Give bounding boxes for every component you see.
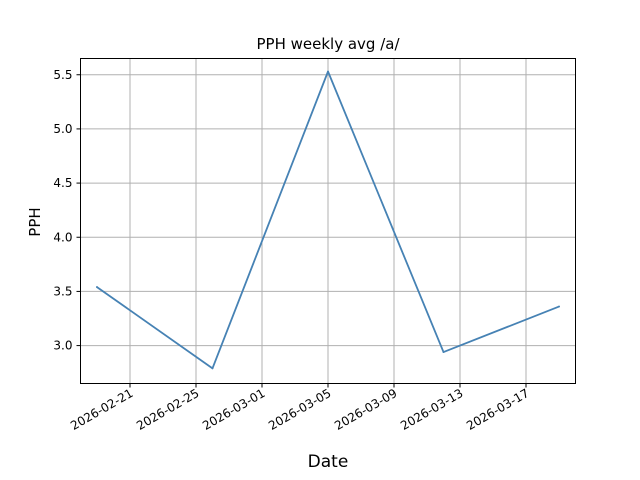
- y-tick-label: 3.0: [53, 339, 72, 353]
- y-tick-label: 5.5: [53, 68, 72, 82]
- grid: [80, 58, 576, 384]
- data-point: [211, 367, 214, 370]
- series-layer: [96, 70, 560, 370]
- y-axis-label: PPH: [26, 207, 44, 236]
- x-axis-label: Date: [308, 452, 349, 472]
- y-tick-label: 4.5: [53, 176, 72, 190]
- data-point: [96, 286, 98, 288]
- y-tick-label: 3.5: [53, 284, 72, 298]
- y-tick-label: 4.0: [53, 230, 72, 244]
- data-point: [558, 305, 560, 308]
- data-point: [327, 70, 329, 73]
- y-tick-label: 5.0: [53, 122, 72, 136]
- chart-title: PPH weekly avg /a/: [256, 35, 400, 53]
- data-point: [442, 351, 445, 353]
